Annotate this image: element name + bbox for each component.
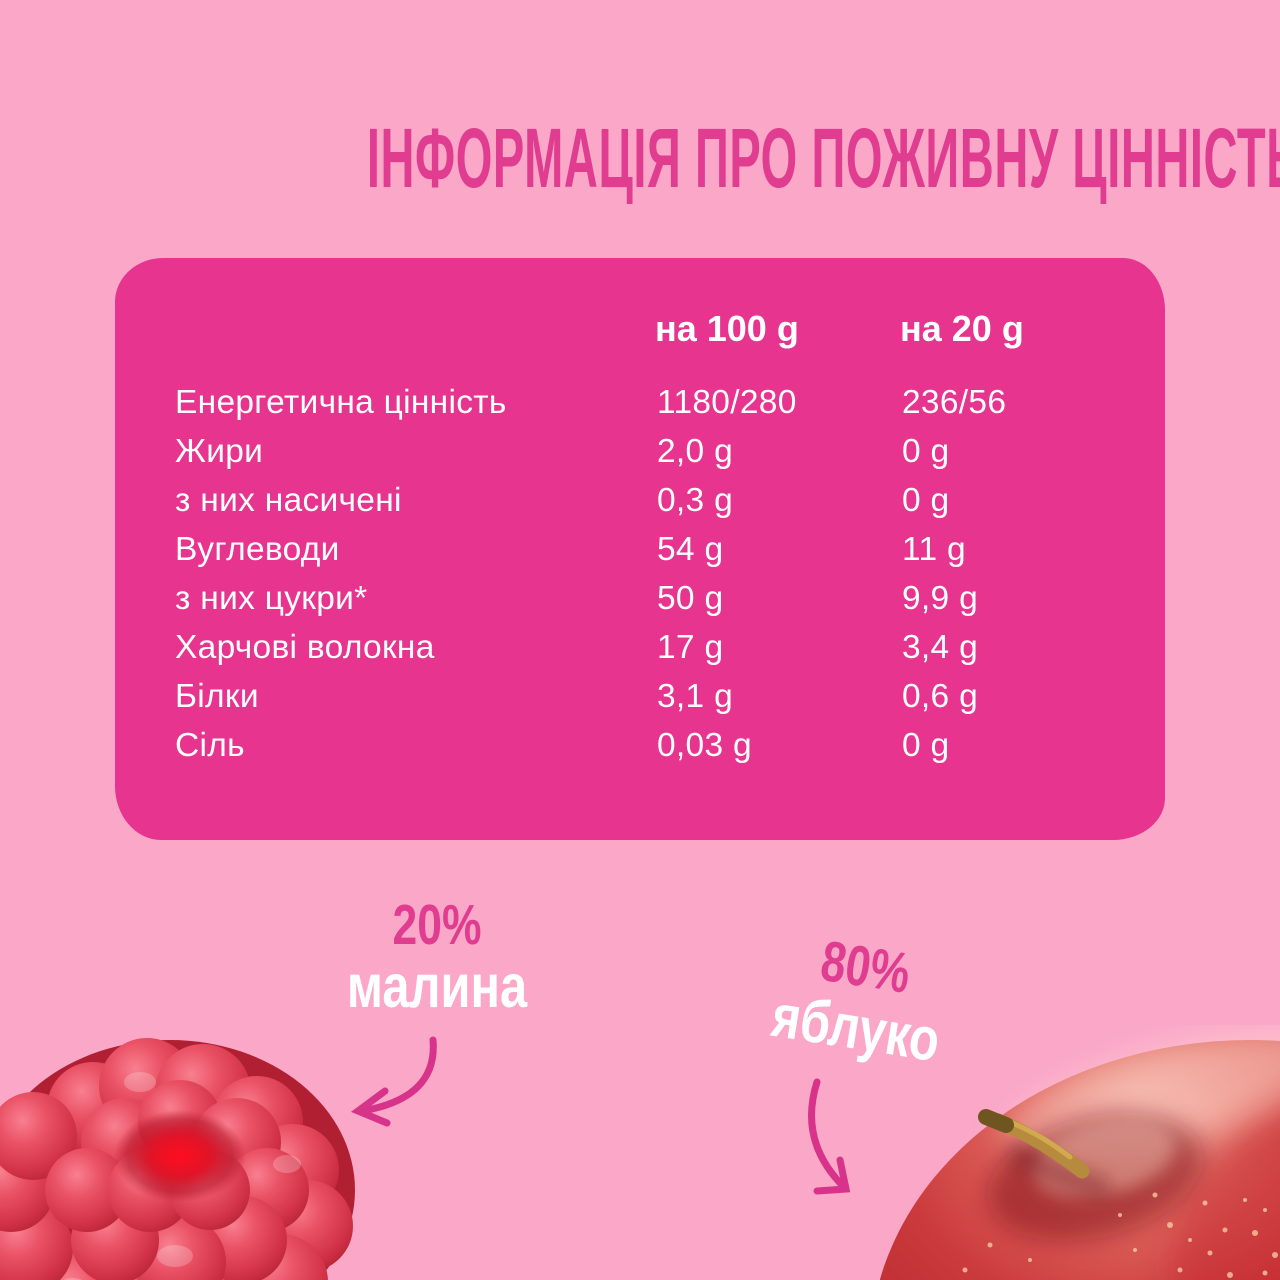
row-label: Жири xyxy=(175,433,264,470)
row-value-per-20g: 0,6 g xyxy=(902,678,979,715)
row-label: Білки xyxy=(175,678,259,715)
row-value-per-100g: 2,0 g xyxy=(657,433,734,470)
table-header-per-20g: на 20 g xyxy=(900,308,1024,349)
table-header-per-100g: на 100 g xyxy=(655,308,799,349)
raspberry-percent-label: 20% xyxy=(392,893,482,957)
row-value-per-20g: 236/56 xyxy=(902,384,1007,421)
row-value-per-20g: 9,9 g xyxy=(902,580,979,617)
table-row: з них цукри* 50 g 9,9 g xyxy=(175,574,1135,623)
row-label: з них цукри* xyxy=(175,580,368,617)
raspberry-name-label: малина xyxy=(346,952,528,1021)
row-label: з них насичені xyxy=(175,482,402,519)
row-value-per-100g: 17 g xyxy=(657,629,724,666)
apple-arrow-icon xyxy=(808,1078,851,1195)
row-value-per-100g: 1180/280 xyxy=(657,384,797,421)
page-title-text: ІНФОРМАЦІЯ ПРО ПОЖИВНУ ЦІННІСТЬ xyxy=(366,111,1280,205)
row-value-per-20g: 0 g xyxy=(902,482,950,519)
row-label: Харчові волокна xyxy=(175,629,435,666)
nutrition-card: на 100 g на 20 g Енергетична цінність 11… xyxy=(115,258,1165,840)
table-row: Харчові волокна 17 g 3,4 g xyxy=(175,623,1135,672)
row-value-per-100g: 54 g xyxy=(657,531,724,568)
row-value-per-100g: 50 g xyxy=(657,580,724,617)
row-label: Вуглеводи xyxy=(175,531,340,568)
row-label: Енергетична цінність xyxy=(175,384,507,421)
raspberry-photo xyxy=(0,1038,355,1280)
nutrition-table: Енергетична цінність 1180/280 236/56 Жир… xyxy=(175,378,1135,770)
table-row: Білки 3,1 g 0,6 g xyxy=(175,672,1135,721)
row-value-per-100g: 0,03 g xyxy=(657,727,752,764)
row-value-per-20g: 0 g xyxy=(902,727,950,764)
table-row: Енергетична цінність 1180/280 236/56 xyxy=(175,378,1135,427)
row-value-per-100g: 0,3 g xyxy=(657,482,734,519)
row-value-per-20g: 3,4 g xyxy=(902,629,979,666)
table-row: Вуглеводи 54 g 11 g xyxy=(175,525,1135,574)
row-value-per-20g: 0 g xyxy=(902,433,950,470)
page-title: ІНФОРМАЦІЯ ПРО ПОЖИВНУ ЦІННІСТЬ xyxy=(0,116,1280,200)
raspberry-callout: 20% малина xyxy=(277,896,597,1018)
row-label: Сіль xyxy=(175,727,245,764)
row-value-per-100g: 3,1 g xyxy=(657,678,734,715)
table-row: Жири 2,0 g 0 g xyxy=(175,427,1135,476)
table-row: Сіль 0,03 g 0 g xyxy=(175,721,1135,770)
apple-photo xyxy=(879,1029,1280,1280)
table-row: з них насичені 0,3 g 0 g xyxy=(175,476,1135,525)
row-value-per-20g: 11 g xyxy=(902,531,966,568)
